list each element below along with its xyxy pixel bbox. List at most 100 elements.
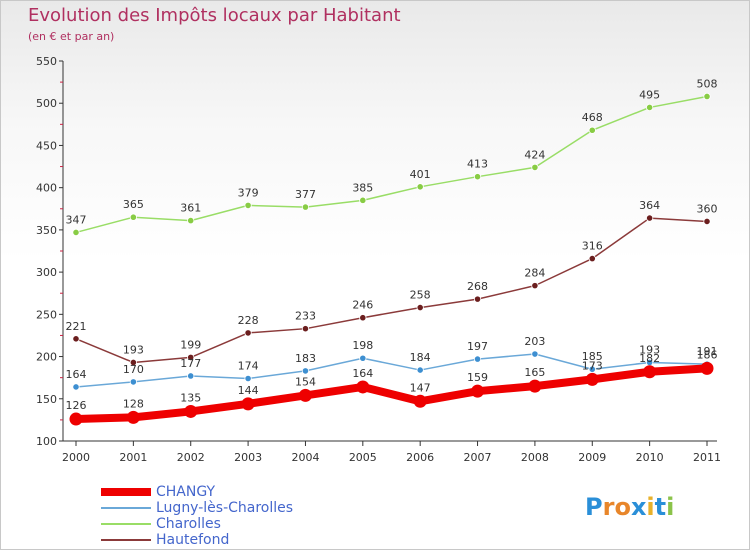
data-label-charolles: 379: [238, 186, 259, 199]
data-label-hautefond: 364: [639, 199, 660, 212]
data-point-charolles: [703, 92, 711, 101]
data-label-lugny-l-s-charolles: 183: [295, 352, 316, 365]
data-label-lugny-l-s-charolles: 193: [639, 343, 660, 356]
data-point-lugny-l-s-charolles: [301, 367, 310, 375]
legend-swatch-hautefond: [101, 539, 151, 541]
x-tick-label: 2008: [521, 451, 549, 464]
series-line-changy: [75, 364, 708, 424]
legend-label-hautefond: Hautefond: [156, 532, 230, 548]
data-point-hautefond: [244, 329, 252, 337]
data-point-hautefond: [531, 282, 539, 290]
data-label-lugny-l-s-charolles: 191: [697, 345, 718, 358]
x-tick-label: 2001: [119, 451, 147, 464]
y-tick-label: 100: [36, 435, 57, 448]
data-point-hautefond: [72, 335, 80, 343]
data-point-changy: [528, 379, 542, 393]
y-tick-label: 500: [36, 97, 57, 110]
data-point-hautefond: [187, 353, 195, 361]
data-point-charolles: [646, 103, 654, 112]
data-point-changy: [298, 388, 312, 402]
data-label-changy: 144: [238, 384, 259, 397]
data-label-charolles: 385: [352, 181, 373, 194]
data-point-lugny-l-s-charolles: [72, 383, 80, 391]
data-label-changy: 128: [123, 397, 144, 410]
chart-subtitle: (en € et par an): [28, 30, 115, 43]
x-tick-label: 2006: [406, 451, 434, 464]
data-label-hautefond: 246: [352, 299, 373, 312]
y-tick-label: 450: [36, 139, 57, 152]
data-label-lugny-l-s-charolles: 170: [123, 363, 144, 376]
series-lugny-l-s-charolles: [72, 350, 711, 391]
data-point-changy: [413, 394, 427, 408]
series-line-lugny-l-s-charolles: [75, 353, 708, 388]
data-label-changy: 126: [66, 399, 87, 412]
data-label-charolles: 361: [180, 202, 201, 215]
data-point-charolles: [244, 201, 252, 209]
data-label-charolles: 401: [410, 168, 431, 181]
logo-letter: o: [614, 493, 631, 521]
data-point-hautefond: [359, 314, 367, 322]
data-label-charolles: 468: [582, 111, 603, 124]
data-point-changy: [69, 412, 83, 426]
data-label-changy: 135: [180, 391, 201, 404]
data-label-lugny-l-s-charolles: 198: [352, 339, 373, 352]
data-point-changy: [471, 384, 485, 398]
y-tick-label: 350: [36, 224, 57, 237]
data-point-lugny-l-s-charolles: [244, 374, 252, 383]
data-label-hautefond: 221: [66, 320, 87, 333]
data-point-charolles: [301, 203, 310, 211]
series-layer: [69, 92, 714, 426]
data-point-hautefond: [588, 255, 596, 263]
data-label-hautefond: 258: [410, 289, 431, 302]
legend-swatch-lugny-l-s-charolles: [101, 507, 151, 509]
data-label-lugny-l-s-charolles: 185: [582, 350, 603, 363]
data-point-changy: [356, 380, 370, 394]
data-point-charolles: [588, 126, 596, 134]
data-label-hautefond: 360: [697, 202, 718, 215]
data-point-charolles: [416, 183, 424, 191]
series-line-hautefond: [75, 217, 708, 364]
x-tick-label: 2002: [177, 451, 205, 464]
x-tick-label: 2010: [636, 451, 664, 464]
legend-label-changy: CHANGY: [156, 484, 216, 500]
legend-label-charolles: Charolles: [156, 516, 221, 532]
data-label-hautefond: 233: [295, 310, 316, 323]
data-label-charolles: 508: [697, 77, 718, 90]
series-hautefond: [72, 214, 711, 367]
data-point-lugny-l-s-charolles: [473, 355, 482, 363]
data-label-changy: 159: [467, 371, 488, 384]
data-point-charolles: [187, 217, 195, 225]
data-point-changy: [241, 397, 255, 411]
data-label-charolles: 377: [295, 188, 316, 201]
data-point-charolles: [531, 163, 539, 171]
data-label-lugny-l-s-charolles: 174: [238, 360, 259, 373]
logo-letter: i: [646, 493, 655, 521]
legend-swatch-charolles: [101, 523, 151, 525]
data-label-lugny-l-s-charolles: 177: [180, 357, 201, 370]
data-label-lugny-l-s-charolles: 203: [524, 335, 545, 348]
proxiti-logo: Proxiti: [585, 493, 674, 521]
data-label-hautefond: 284: [524, 267, 545, 280]
data-label-charolles: 495: [639, 88, 660, 101]
logo-letter: t: [654, 493, 667, 521]
x-tick-label: 2003: [234, 451, 262, 464]
x-tick-label: 2005: [349, 451, 377, 464]
x-tick-label: 2011: [693, 451, 721, 464]
x-tick-label: 2000: [62, 451, 90, 464]
series-line-charolles: [75, 95, 708, 234]
data-point-hautefond: [301, 325, 310, 333]
data-point-charolles: [359, 196, 367, 204]
data-label-charolles: 365: [123, 198, 144, 211]
legend-label-lugny-l-s-charolles: Lugny-lès-Charolles: [156, 500, 294, 516]
y-tick-label: 550: [36, 55, 57, 68]
y-tick-label: 150: [36, 393, 57, 406]
data-point-changy: [643, 365, 657, 379]
data-point-hautefond: [416, 303, 424, 312]
data-point-hautefond: [129, 358, 137, 367]
data-label-changy: 186: [697, 348, 718, 361]
data-point-changy: [126, 410, 140, 424]
data-point-lugny-l-s-charolles: [187, 372, 195, 380]
data-label-changy: 165: [524, 366, 545, 379]
